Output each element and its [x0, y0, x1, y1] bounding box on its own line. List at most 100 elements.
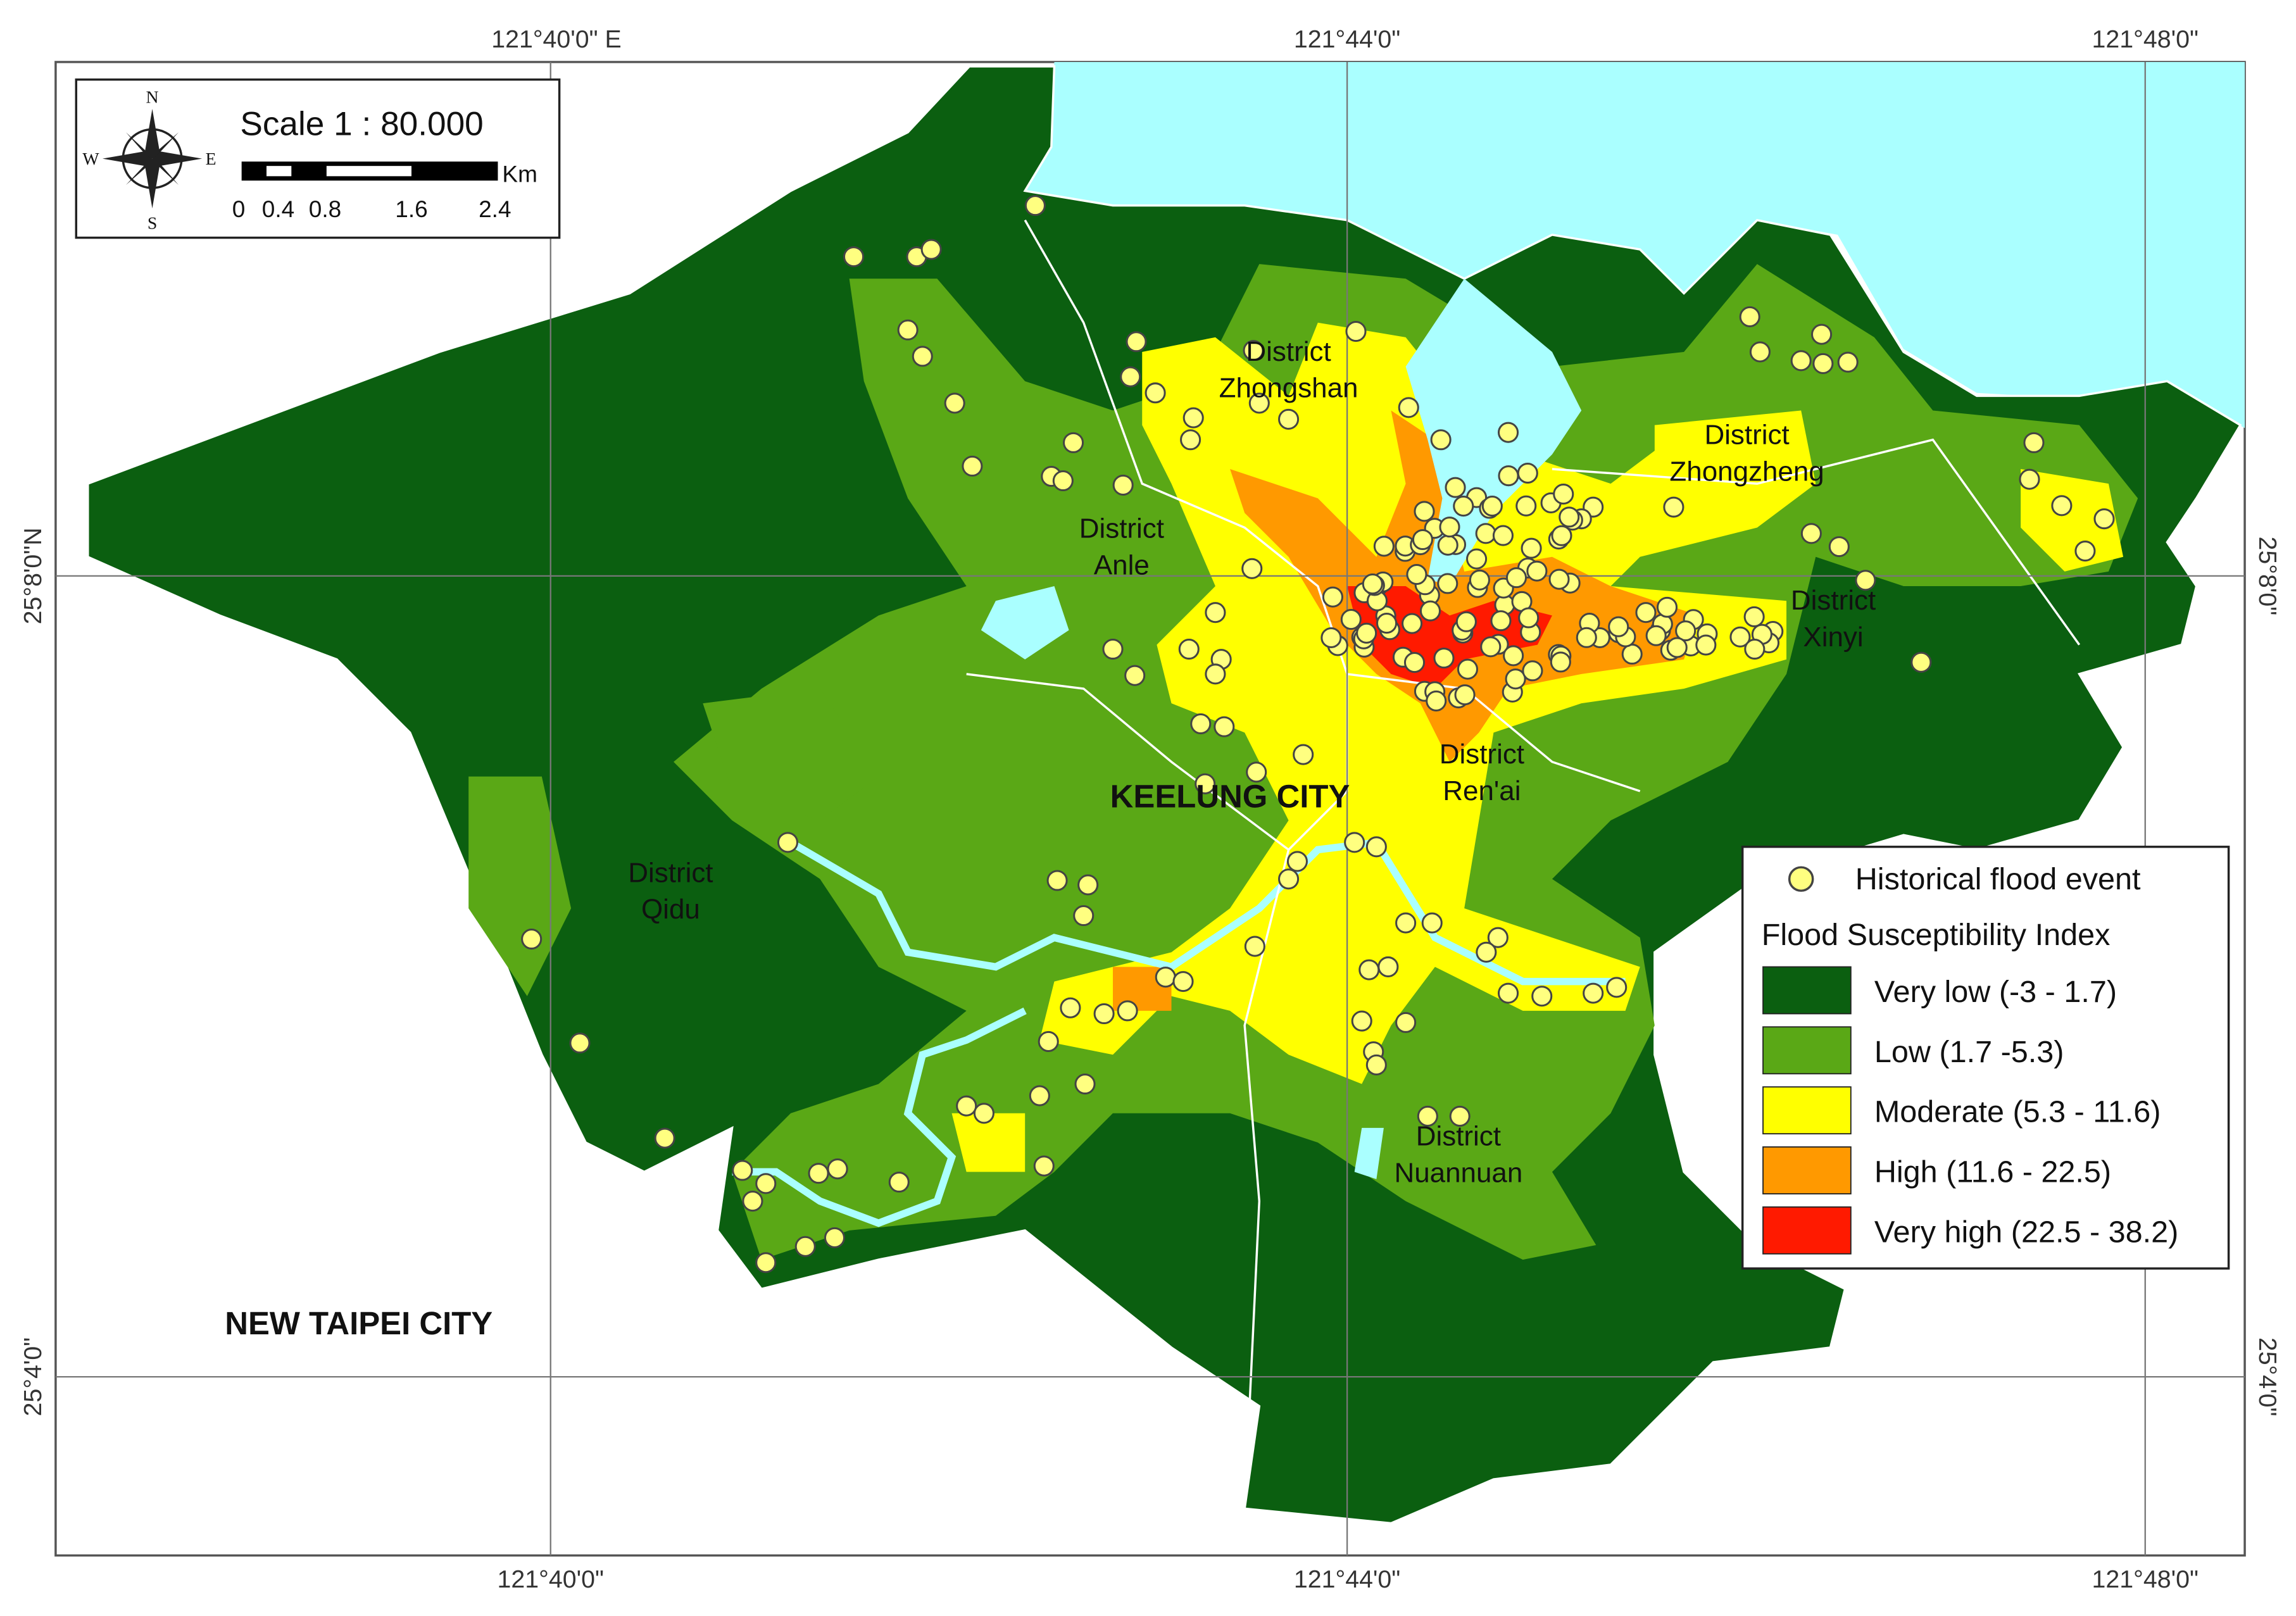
- flood-event: [956, 1095, 977, 1117]
- place-label: Xinyi: [1803, 622, 1863, 653]
- flood-event: [777, 832, 799, 853]
- flood-event: [1060, 997, 1081, 1018]
- flood-event: [1421, 912, 1443, 934]
- flood-event: [1656, 596, 1678, 618]
- flood-event: [1244, 936, 1265, 957]
- flood-event: [897, 319, 919, 341]
- scale-label: 0.8: [309, 196, 341, 222]
- legend-label: Moderate (5.3 - 11.6): [1874, 1095, 2161, 1129]
- region-label: NEW TAIPEI CITY: [225, 1305, 492, 1341]
- flood-event: [1583, 982, 1604, 1004]
- flood-event: [1340, 609, 1362, 630]
- flood-event: [1248, 392, 1270, 414]
- flood-event: [1046, 870, 1068, 891]
- flood-event: [1358, 959, 1380, 980]
- flood-event: [1406, 564, 1427, 586]
- zone-moderate: [951, 1113, 1026, 1172]
- flood-event: [1457, 658, 1478, 680]
- legend-swatch: [1762, 966, 1852, 1015]
- graticule-label: 25°8'0"N: [19, 527, 47, 624]
- legend-swatch: [1762, 1206, 1852, 1255]
- place-label: Zhongzheng: [1669, 456, 1824, 487]
- compass-arm: [125, 158, 153, 185]
- graticule-label: 121°48'0": [2092, 25, 2199, 53]
- flood-event: [1800, 523, 1822, 544]
- graticule-label: 25°4'0": [19, 1337, 47, 1417]
- flood-event: [1476, 941, 1497, 963]
- legend-swatch: [1762, 1086, 1852, 1135]
- flood-event: [1454, 684, 1476, 706]
- compass-label: S: [147, 214, 157, 234]
- flood-event: [1437, 573, 1459, 594]
- flood-event: [2019, 468, 2040, 490]
- flood-event: [1812, 353, 1834, 375]
- flood-event: [1449, 1105, 1471, 1127]
- flood-event: [1439, 517, 1460, 538]
- legend-label: High (11.6 - 22.5): [1874, 1155, 2111, 1189]
- flood-event: [1351, 1010, 1372, 1032]
- flood-event: [1855, 570, 1876, 591]
- zone-high: [1230, 410, 1699, 762]
- flood-event: [1214, 716, 1235, 737]
- flood-event: [1790, 350, 1812, 372]
- graticule-label: 25°8'0": [2254, 537, 2281, 616]
- graticule-label: 121°40'0": [498, 1565, 604, 1593]
- region-label: KEELUNG CITY: [1110, 778, 1350, 814]
- flood-event: [1518, 607, 1540, 629]
- flood-event: [1837, 351, 1859, 373]
- flood-event: [1073, 905, 1095, 927]
- compass-arm: [102, 151, 153, 166]
- flood-event: [569, 1032, 591, 1054]
- compass-arm: [152, 158, 179, 185]
- flood-event: [1395, 1012, 1417, 1033]
- flood-event: [1645, 625, 1667, 646]
- scale-label: 1.6: [395, 196, 427, 222]
- flood-event: [2051, 495, 2073, 517]
- flood-event: [1608, 616, 1629, 637]
- place-label: District: [1416, 1121, 1501, 1152]
- flood-event: [1531, 986, 1553, 1007]
- flood-event: [1365, 1054, 1387, 1075]
- flood-event: [1183, 407, 1204, 429]
- place-label: District: [1246, 336, 1331, 367]
- compass-arm: [152, 132, 179, 159]
- place-label: District: [1440, 739, 1524, 770]
- flood-event: [1241, 558, 1263, 579]
- flood-event: [654, 1127, 675, 1149]
- flood-event: [1412, 529, 1433, 551]
- flood-event: [1749, 341, 1771, 363]
- flood-event: [1344, 832, 1365, 853]
- flood-event: [1695, 634, 1717, 656]
- place-label: District: [1704, 420, 1789, 451]
- river: [789, 838, 1626, 986]
- flood-event: [794, 1236, 816, 1257]
- flood-event: [1205, 602, 1226, 623]
- zone-moderate: [1654, 410, 1816, 513]
- flood-event: [808, 1163, 829, 1184]
- place-label: Anle: [1094, 550, 1150, 581]
- flood-event: [843, 246, 865, 268]
- flood-event: [1190, 713, 1212, 735]
- flood-event: [755, 1173, 777, 1194]
- zone-low: [703, 688, 879, 821]
- compass-arm: [152, 151, 203, 166]
- flood-event: [1403, 652, 1426, 673]
- sea: [1025, 61, 2245, 429]
- flood-event: [1102, 638, 1124, 660]
- flood-event: [1322, 586, 1343, 608]
- legend-swatch: [1762, 1146, 1852, 1194]
- flood-event: [1286, 851, 1308, 872]
- flood-event: [2074, 541, 2096, 562]
- flood-event: [1480, 636, 1502, 658]
- flood-event: [1112, 474, 1134, 496]
- compass-arm: [145, 158, 160, 209]
- flood-event: [1487, 927, 1509, 948]
- flood-event: [1548, 568, 1570, 590]
- flood-event: [1498, 465, 1519, 487]
- flood-event: [1293, 744, 1314, 765]
- flood-event: [1739, 306, 1760, 327]
- flood-event: [824, 1227, 846, 1248]
- flood-event: [1553, 484, 1574, 505]
- flood-event: [1606, 977, 1628, 998]
